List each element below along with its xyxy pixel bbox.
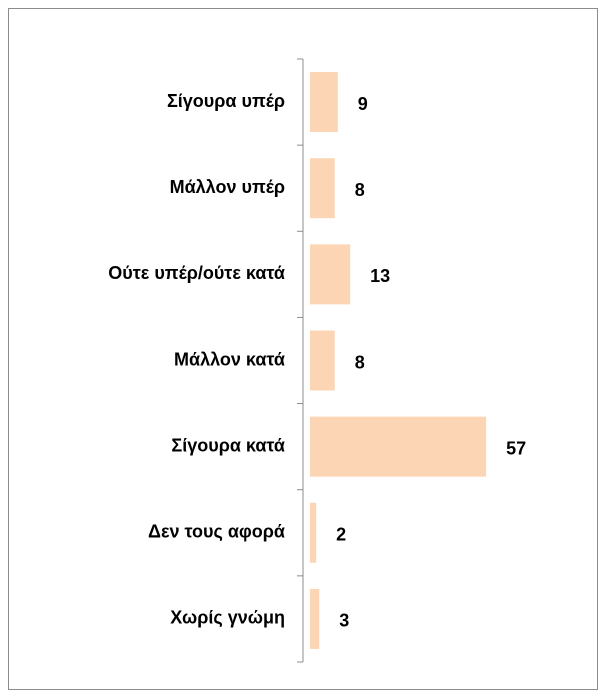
value-label: 57: [506, 438, 526, 458]
category-label: Μάλλον υπέρ: [170, 177, 285, 197]
category-label: Χωρίς γνώμη: [170, 608, 285, 628]
category-label: Σίγουρα κατά: [171, 435, 285, 455]
bar: [310, 330, 335, 391]
category-label: Δεν τους αφορά: [148, 522, 285, 542]
bar: [310, 72, 338, 133]
value-label: 8: [355, 352, 365, 372]
value-label: 9: [358, 94, 368, 114]
value-label: 13: [370, 266, 390, 286]
category-label: Ούτε υπέρ/ούτε κατά: [108, 263, 285, 283]
bar: [310, 588, 320, 649]
category-label: Μάλλον κατά: [174, 349, 285, 369]
bar: [310, 158, 335, 219]
bar: [310, 416, 487, 477]
bar: [310, 244, 351, 305]
value-label: 3: [339, 611, 349, 631]
category-label: Σίγουρα υπέρ: [167, 91, 285, 111]
bar: [310, 502, 317, 563]
value-label: 8: [355, 180, 365, 200]
value-label: 2: [336, 525, 346, 545]
